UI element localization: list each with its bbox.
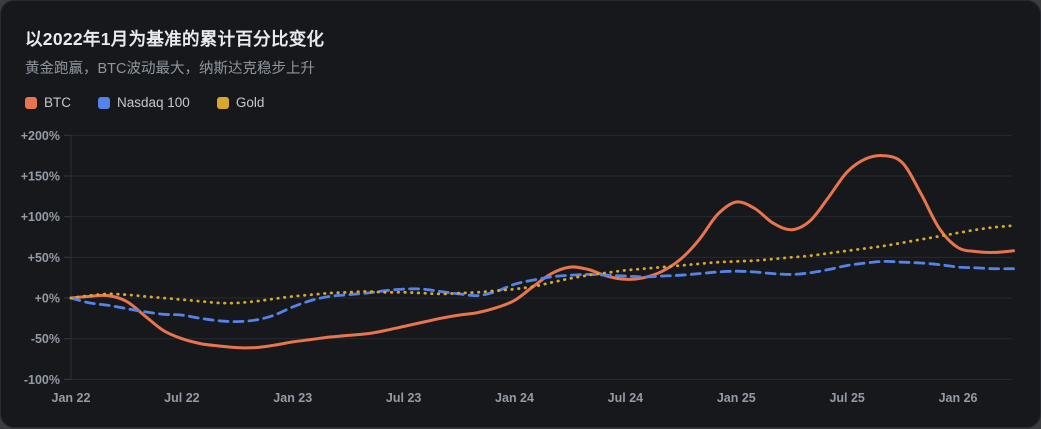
chart-title: 以2022年1月为基准的累计百分比变化	[25, 29, 325, 49]
y-axis-label: -50%	[31, 332, 60, 346]
legend: BTC Nasdaq 100 Gold	[25, 95, 264, 110]
series-line-nasdaq-100[interactable]	[69, 259, 1015, 324]
x-axis-label: Jul 22	[164, 391, 199, 405]
legend-item-btc[interactable]: BTC	[25, 95, 71, 110]
gold-color-swatch-icon	[216, 96, 229, 109]
nasdaq-color-swatch-icon	[98, 96, 110, 109]
x-axis-label: Jan 22	[52, 391, 91, 405]
legend-label-nasdaq: Nasdaq 100	[117, 95, 190, 110]
y-axis-label: +100%	[21, 210, 60, 224]
legend-item-nasdaq[interactable]: Nasdaq 100	[98, 95, 190, 110]
y-axis-label: +200%	[21, 129, 60, 143]
x-axis-label: Jul 23	[386, 391, 421, 405]
x-axis-label: Jan 24	[495, 391, 534, 405]
x-axis-label: Jul 24	[608, 391, 643, 405]
y-axis-label: -100%	[24, 373, 60, 387]
x-axis-label: Jan 23	[273, 391, 312, 405]
x-axis-label: Jul 25	[829, 391, 864, 405]
y-axis-label: +50%	[28, 251, 60, 265]
legend-item-gold[interactable]: Gold	[216, 95, 265, 110]
y-axis-label: +150%	[21, 169, 60, 183]
series-line-gold[interactable]	[69, 224, 1015, 305]
chart-subtitle: 黄金跑赢，BTC波动最大，纳斯达克稳步上升	[25, 61, 315, 77]
y-axis-label: +0%	[35, 292, 60, 306]
legend-label-btc: BTC	[44, 95, 71, 110]
legend-label-gold: Gold	[235, 95, 265, 110]
x-axis-label: Jan 25	[717, 391, 756, 405]
btc-color-swatch-icon	[25, 96, 37, 109]
x-axis-label: Jan 26	[939, 391, 978, 405]
